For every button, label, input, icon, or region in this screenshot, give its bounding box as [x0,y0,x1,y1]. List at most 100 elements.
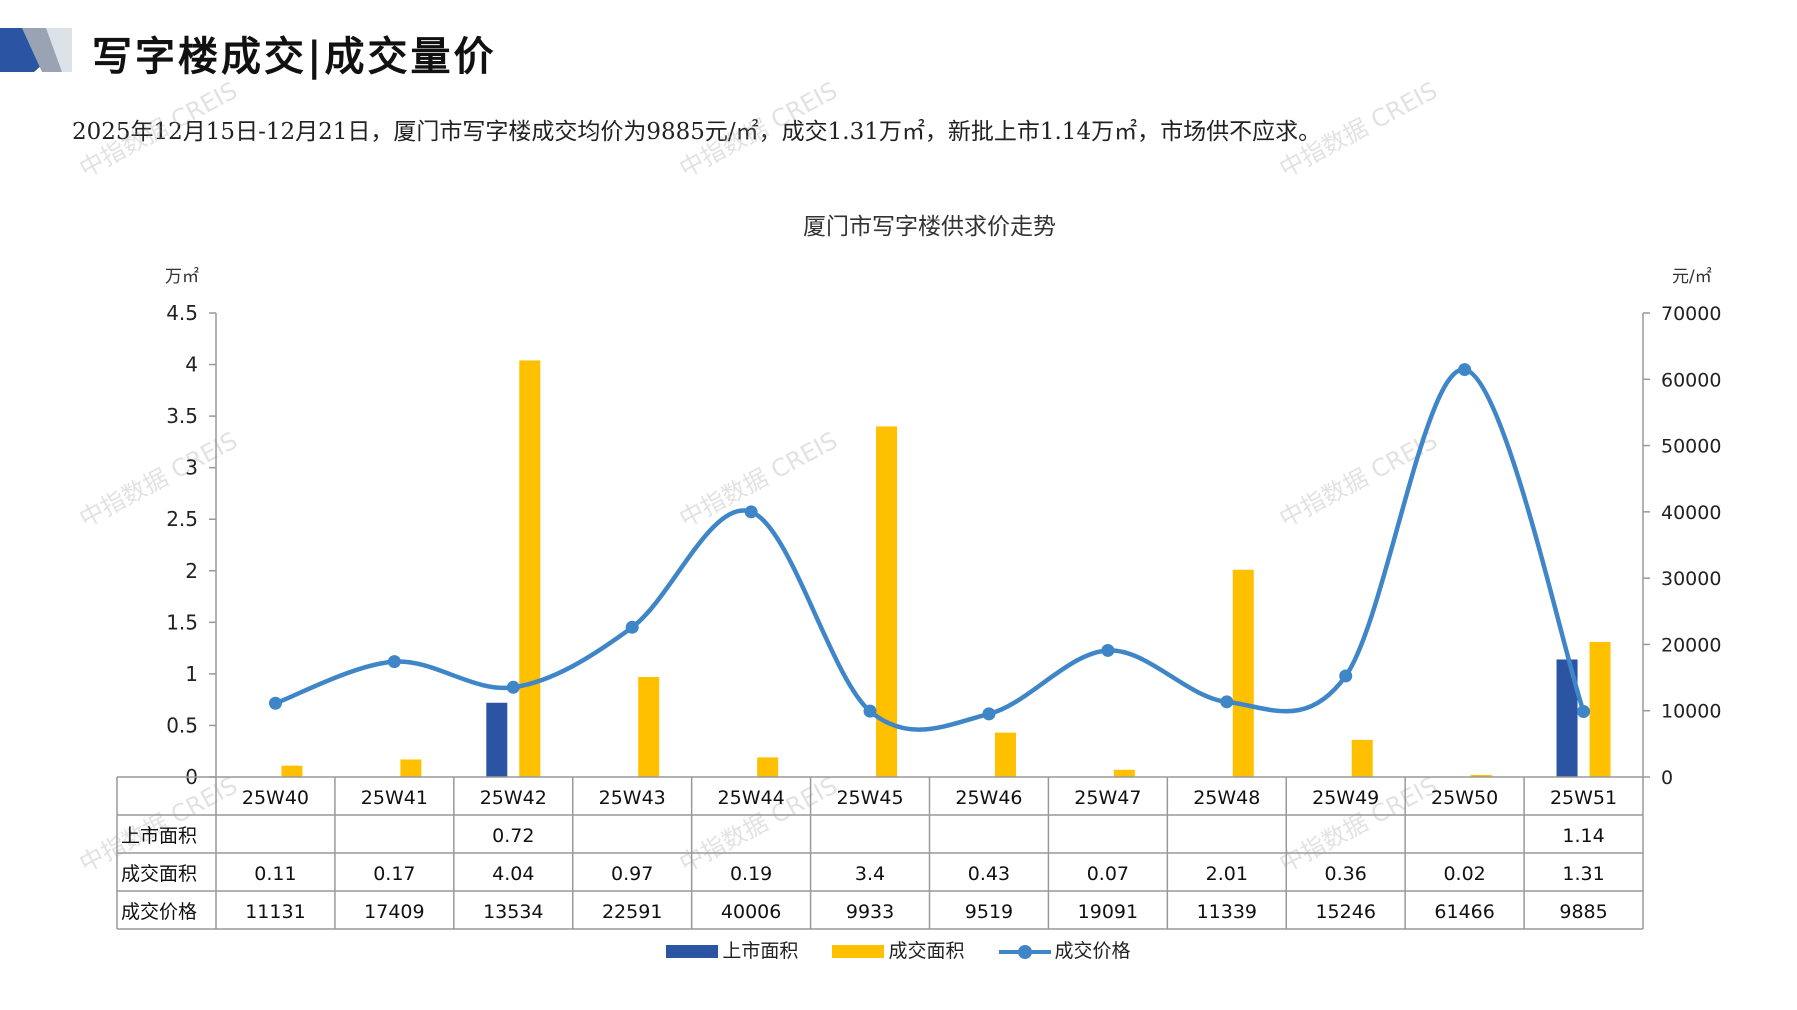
price-line [274,367,1586,732]
right-tick-label: 10000 [1661,701,1721,723]
table-cell: 9519 [965,901,1013,923]
bar-deal [281,765,303,777]
price-point [863,704,877,718]
table-row-label: 成交价格 [121,901,197,923]
table-cell: 11131 [245,901,305,923]
right-tick-label: 30000 [1661,568,1721,590]
right-tick-label: 60000 [1661,369,1721,391]
chart-title: 厦门市写字楼供求价走势 [803,214,1056,240]
legend-label-price: 成交价格 [1054,940,1131,962]
right-tick-label: 20000 [1661,634,1721,656]
table-row-label: 成交面积 [121,863,197,885]
table-cell: 13534 [483,901,543,923]
category-label: 25W45 [836,787,903,809]
category-label: 25W42 [480,787,547,809]
right-tick-label: 70000 [1661,303,1721,325]
price-point [982,707,996,721]
table-cell: 61466 [1434,901,1494,923]
left-tick-label: 4.5 [166,301,198,325]
table-cell: 0.72 [492,825,534,847]
left-tick-label: 3.5 [166,404,198,428]
price-point [506,680,520,694]
table-row-label: 上市面积 [121,825,197,847]
bar-deal [519,360,541,777]
bar-supply [1556,659,1578,777]
legend-swatch-deal [832,945,885,958]
table-cell: 0.02 [1443,863,1485,885]
table-cell: 3.4 [855,863,885,885]
category-label: 25W47 [1074,787,1141,809]
left-tick-label: 0.5 [166,713,198,737]
table-cell: 0.36 [1325,863,1367,885]
category-label: 25W51 [1550,787,1617,809]
legend-swatch-price [998,944,1051,959]
table-cell: 1.31 [1562,863,1604,885]
header-logo-shape [0,28,72,72]
category-label: 25W44 [718,787,785,809]
category-label: 25W50 [1431,787,1498,809]
summary-text: 2025年12月15日-12月21日，厦门市写字楼成交均价为9885元/㎡，成交… [72,119,1322,145]
bar-deal [1232,569,1254,777]
price-point [1577,704,1591,718]
table-cell: 15246 [1315,901,1375,923]
right-tick-label: 50000 [1661,436,1721,458]
price-point [1220,695,1234,709]
category-label: 25W48 [1193,787,1260,809]
table-cell: 4.04 [492,863,534,885]
price-point [1458,363,1472,377]
left-axis-unit: 万㎡ [165,267,199,287]
left-tick-label: 1 [185,662,198,686]
category-label: 25W41 [361,787,428,809]
chart-legend: 上市面积 成交面积 成交价格 [0,936,1797,963]
right-axis-unit: 元/㎡ [1672,267,1712,287]
category-label: 25W40 [242,787,309,809]
bar-deal [757,757,779,777]
page-title: 写字楼成交|成交量价 [92,33,497,80]
legend-item-price: 成交价格 [998,936,1131,963]
bar-deal [638,676,660,777]
table-cell: 22591 [602,901,662,923]
table-cell: 0.07 [1087,863,1129,885]
price-point [744,505,758,519]
bar-deal [1470,774,1492,777]
left-tick-label: 1.5 [166,610,198,634]
price-point [1101,643,1115,657]
left-tick-label: 3 [185,456,198,480]
table-cell: 19091 [1078,901,1138,923]
price-point [268,696,282,710]
bar-supply [486,702,508,777]
page-header [0,22,1797,80]
table-cell: 2.01 [1206,863,1248,885]
bar-deal [1351,739,1373,777]
left-tick-label: 2 [185,559,198,583]
price-point [1339,669,1353,683]
bar-deal [400,759,422,777]
table-cell: 11339 [1197,901,1257,923]
bar-deal [1113,769,1135,777]
category-label: 25W43 [599,787,666,809]
table-cell: 1.14 [1562,825,1604,847]
table-cell: 17409 [364,901,424,923]
right-tick-label: 0 [1661,767,1673,789]
table-cell: 0.17 [373,863,415,885]
price-point [625,620,639,634]
left-tick-label: 2.5 [166,507,198,531]
left-tick-label: 4 [185,353,198,377]
right-tick-label: 40000 [1661,502,1721,524]
table-cell: 9885 [1559,901,1607,923]
legend-item-deal: 成交面积 [832,936,965,963]
legend-item-supply: 上市面积 [666,936,798,963]
table-cell: 0.43 [968,863,1010,885]
table-cell: 40006 [721,901,781,923]
legend-swatch-supply [666,945,719,958]
price-point [387,655,401,669]
bar-deal [994,732,1016,777]
table-cell: 9933 [846,901,894,923]
bar-deal [876,426,898,777]
table-cell: 0.19 [730,863,772,885]
table-cell: 0.97 [611,863,653,885]
legend-label-supply: 上市面积 [722,940,799,962]
category-label: 25W49 [1312,787,1379,809]
category-label: 25W46 [955,787,1022,809]
